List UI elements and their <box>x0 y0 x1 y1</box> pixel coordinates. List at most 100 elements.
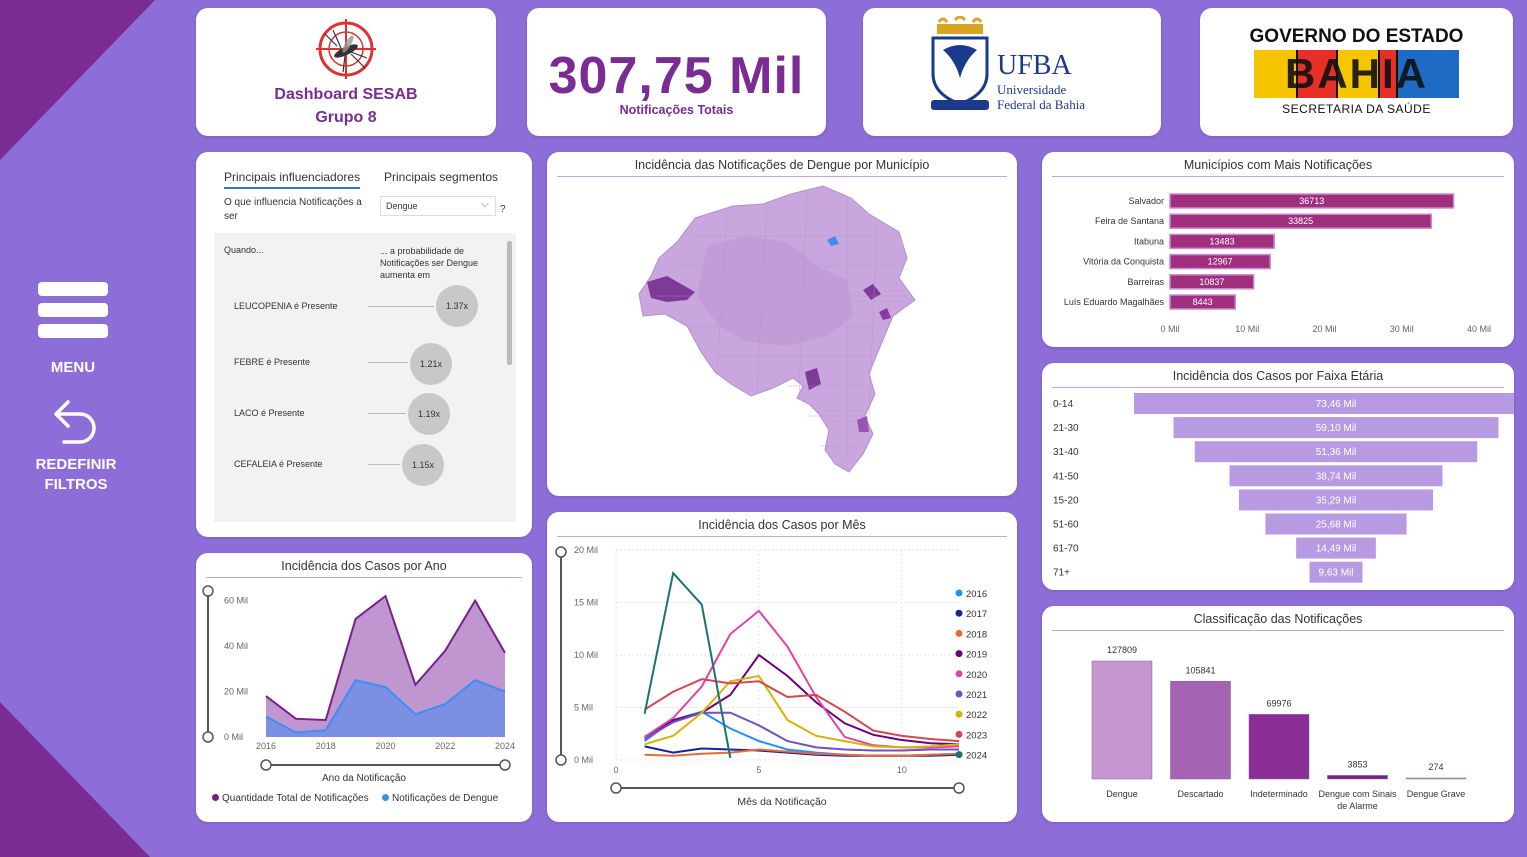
bar <box>1169 274 1255 290</box>
area-quantidade-total-de-notificações <box>266 596 505 737</box>
x-range-slider-handle <box>260 759 272 771</box>
mosquito-target-logo <box>316 19 376 79</box>
tab-principais-influenciadores[interactable]: Principais influenciadores <box>224 170 361 189</box>
y-tick-label: 0 Mil <box>574 755 593 765</box>
legend-label: 2021 <box>966 690 987 701</box>
list-item[interactable]: LACO é Presente 1.19x <box>214 390 504 436</box>
influencer-arrow <box>368 413 406 414</box>
influencer-label: FEBRE é Presente <box>234 357 311 367</box>
undo-arrow-icon <box>54 400 96 444</box>
influencer-arrow <box>368 464 400 465</box>
dashboard-subtitle: Grupo 8 <box>315 109 377 126</box>
y-tick-label: 0 Mil <box>224 732 243 742</box>
category-label: Descartado <box>1177 789 1223 799</box>
data-label: 69976 <box>1266 698 1291 708</box>
faixa-etaria-card: Incidência dos Casos por Faixa Etária 0-… <box>1042 363 1514 590</box>
x-range-slider-handle <box>499 759 511 771</box>
faixa-title: Incidência dos Casos por Faixa Etária <box>1052 369 1504 388</box>
legend-dot <box>955 609 963 617</box>
x-tick-label: 5 <box>756 765 761 775</box>
list-item[interactable]: CEFALEIA é Presente 1.15x <box>214 441 504 487</box>
classificacao-bar-chart: 127809 Dengue 105841 Descartado 69976 Indeter… <box>1091 645 1467 811</box>
influencer-arrow <box>368 306 434 307</box>
background-triangle-top <box>0 0 155 160</box>
menu-button[interactable]: MENU <box>30 275 116 381</box>
x-tick-label: 2022 <box>435 741 455 751</box>
y-range-slider-handle <box>555 754 567 766</box>
kpi-total-value: 307,75 Mil <box>548 47 805 105</box>
y-tick-label: 20 Mil <box>224 687 248 697</box>
data-label: 38,74 Mil <box>1316 471 1357 482</box>
x-tick-label: 40 Mil <box>1467 324 1491 334</box>
kpi-total-label: Notificações Totais <box>619 103 734 117</box>
mes-card: Incidência dos Casos por Mês 0 Mil 5 Mil 1… <box>547 512 1017 822</box>
x-tick-label: 10 Mil <box>1235 324 1259 334</box>
list-item[interactable]: FEBRE é Presente 1.21x <box>214 339 504 385</box>
bar <box>1169 253 1271 270</box>
legend-label: 2020 <box>966 670 987 681</box>
category-label: 21-30 <box>1053 423 1079 434</box>
data-label: 59,10 Mil <box>1316 423 1357 434</box>
ano-area-chart: 0 Mil 20 Mil 40 Mil 60 Mil 2016 2018 2020 2022 2… <box>202 585 515 771</box>
funnel-bar <box>1296 537 1376 559</box>
bahia-municipios-map[interactable] <box>547 176 1017 496</box>
mes-title: Incidência dos Casos por Mês <box>557 518 1007 537</box>
data-label: 14,49 Mil <box>1316 544 1357 555</box>
influencers-scrollbar[interactable] <box>507 241 512 365</box>
line-notificações-de-dengue <box>265 679 506 734</box>
ano-legend-total-label: Quantidade Total de Notificações <box>222 793 369 804</box>
data-label: 8443 <box>1193 297 1213 307</box>
bar <box>1170 681 1231 780</box>
ano-legend-total: Quantidade Total de Notificações <box>212 793 369 804</box>
ufba-crest-logo <box>931 16 989 110</box>
influencer-label: LACO é Presente <box>234 408 305 418</box>
category-label: 31-40 <box>1053 447 1079 458</box>
tab-principais-segmentos[interactable]: Principais segmentos <box>384 170 499 184</box>
funnel-bar <box>1265 513 1407 535</box>
menu-icon-bar-1 <box>38 282 108 296</box>
municipios-bar-chart: 0 Mil 10 Mil 20 Mil 30 Mil 40 Mil Salvador 367… <box>1064 193 1491 334</box>
outcome-dropdown[interactable]: Dengue ⌵ <box>380 196 496 216</box>
x-tick-label: 10 <box>897 765 907 775</box>
data-label: 105841 <box>1185 665 1215 675</box>
x-tick-label: 2020 <box>375 741 395 751</box>
mes-line-chart: 0 Mil 5 Mil 10 Mil 15 Mil 20 Mil 0 5 10 2016 2017… <box>555 545 987 794</box>
data-label: 9,63 Mil <box>1318 568 1353 579</box>
menu-icon-bar-3 <box>38 324 108 338</box>
data-label: 35,29 Mil <box>1316 495 1357 506</box>
ano-legend-dengue-label: Notificações de Dengue <box>392 793 499 804</box>
bar <box>1169 193 1455 209</box>
reset-label-line1: REDEFINIR <box>35 456 117 473</box>
category-label: 41-50 <box>1053 471 1079 482</box>
funnel-bar <box>1229 465 1443 487</box>
chevron-down-icon: ⌵ <box>480 198 489 210</box>
data-label: 3853 <box>1347 759 1367 769</box>
ano-legend-dengue: Notificações de Dengue <box>382 793 498 804</box>
bar <box>1091 660 1153 780</box>
y-range-slider-handle <box>555 546 567 558</box>
help-icon[interactable]: ? <box>500 204 506 215</box>
category-label: Luís Eduardo Magalhães <box>1064 297 1165 307</box>
ufba-line1: Universidade <box>997 82 1067 97</box>
legend-dot <box>955 629 963 637</box>
legend-dot <box>955 650 963 658</box>
data-label: 10837 <box>1199 277 1224 287</box>
map-title: Incidência das Notificações de Dengue po… <box>557 158 1007 177</box>
x-tick-label: 2018 <box>316 741 336 751</box>
map-card: Incidência das Notificações de Dengue po… <box>547 152 1017 496</box>
category-label: Dengue <box>1106 789 1138 799</box>
category-label: de Alarme <box>1337 801 1378 811</box>
influencer-bubble: 1.19x <box>408 393 450 435</box>
influencer-label: CEFALEIA é Presente <box>234 459 323 469</box>
y-range-slider-handle <box>202 585 214 597</box>
legend-label: 2022 <box>966 710 987 721</box>
kpi-card: 307,75 Mil Notificações Totais <box>527 8 826 136</box>
category-label: Feira de Santana <box>1095 216 1164 226</box>
category-label: 0-14 <box>1053 399 1073 410</box>
list-item[interactable]: LEUCOPENIA é Presente 1.37x <box>214 283 504 329</box>
x-range-slider-handle <box>610 782 622 794</box>
reset-filters-button[interactable]: REDEFINIR FILTROS <box>22 392 130 496</box>
bar <box>1327 775 1388 780</box>
bar <box>1169 294 1236 310</box>
legend-dot <box>955 751 963 759</box>
